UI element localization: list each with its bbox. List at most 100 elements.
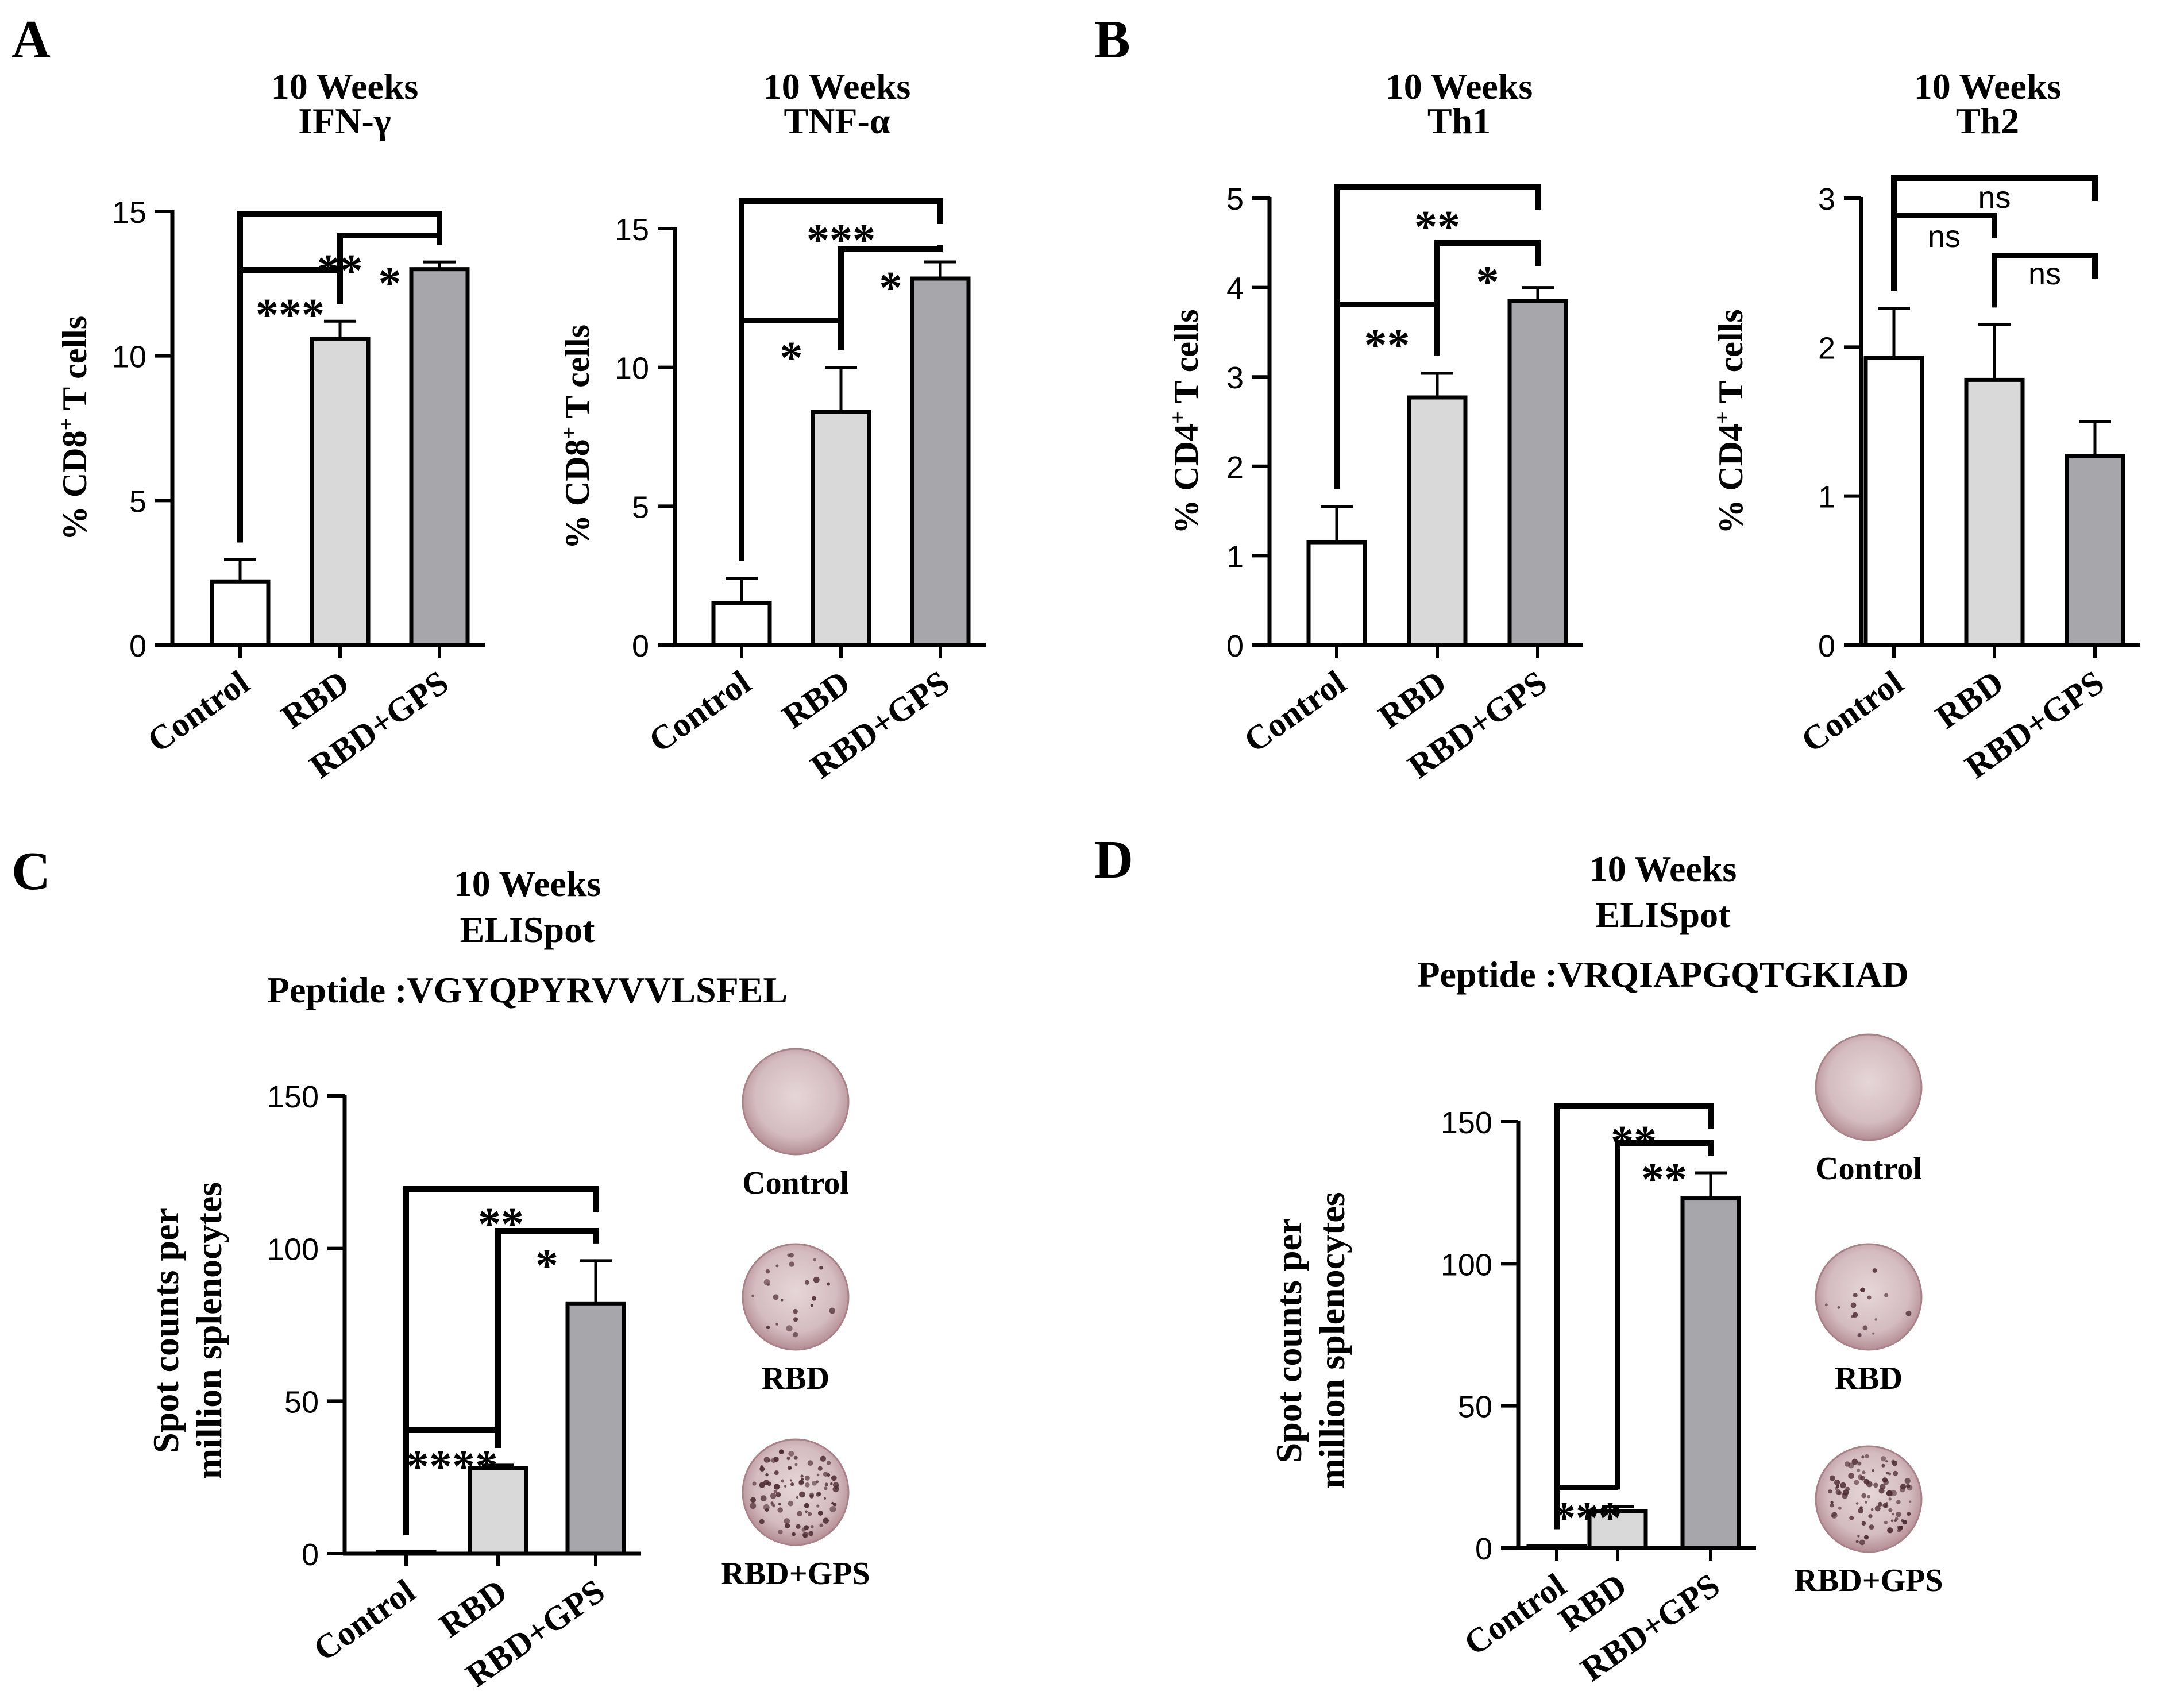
spot [750,1503,757,1509]
well-disc [1815,1445,1923,1553]
spot [1884,1293,1889,1297]
y-tick-label: 100 [1441,1248,1492,1282]
spot [1868,1513,1873,1519]
y-tick-label: 0 [1818,629,1835,663]
y-axis-label-tail: T cells [1167,309,1205,411]
y-axis-label-superscript: + [1711,411,1735,424]
spot [1872,1469,1875,1472]
elispot-well-control [742,1048,850,1156]
significance-bracket [1434,240,1541,356]
chart-title-line-1: 10 Weeks [454,863,601,904]
y-axis-label: % CD8+ T cells [557,325,596,549]
x-tick-label: Control [141,663,256,760]
spot [805,1510,808,1513]
spot [1861,1521,1866,1526]
chart-title-line-1: 10 Weeks [1589,848,1737,889]
spot [804,1280,810,1285]
spot [1892,1513,1894,1516]
spot [1851,1458,1858,1465]
x-tick-label: Control [642,663,758,760]
spot [1877,1501,1883,1507]
elispot-well-rbd [742,1243,850,1351]
significance-label: * [535,1241,558,1291]
spot [770,1493,777,1499]
y-axis-label: % CD8+ T cells [55,316,94,540]
spot [1883,1479,1889,1485]
bar-control [376,1550,437,1556]
spot [1857,1468,1861,1472]
x-tick-label: RBD [1929,663,2011,736]
spot [809,1492,815,1497]
spot [826,1461,831,1465]
y-axis-label-main: % CD4 [1712,424,1750,534]
bar-rbd [1407,395,1468,647]
significance-bracket [1891,175,2098,291]
spot [784,1485,787,1488]
chart-title-line-2: TNF-α [784,101,890,141]
spot [1845,1486,1850,1492]
spot [1830,1501,1834,1504]
spot [793,1455,798,1460]
significance-bracket [1334,184,1541,489]
spot [765,1473,769,1477]
significance-label: ** [1364,320,1410,371]
spot [784,1518,790,1524]
spot [816,1480,819,1484]
x-tick-label: RBD [275,663,356,736]
spot [1907,1485,1913,1491]
chart-title-line-2: Th2 [1956,101,2019,141]
spot [826,1282,831,1286]
spot [817,1511,823,1516]
spot [816,1473,820,1477]
spot [831,1475,837,1481]
spot [1893,1470,1899,1476]
y-tick-label: 10 [615,352,649,386]
spot [1840,1482,1846,1489]
spot [1909,1500,1912,1503]
spot [1837,1306,1840,1309]
spot [789,1466,792,1470]
y-tick-label: 1 [1226,539,1244,574]
y-tick-label: 150 [267,1080,319,1114]
spot [1862,1470,1866,1474]
panel-letter-C: C [11,841,51,901]
spot [775,1492,781,1497]
spot [1855,1502,1859,1505]
spot [763,1480,769,1485]
spot [792,1532,796,1536]
y-axis-label-superscript: + [1166,411,1190,424]
spot [760,1495,767,1501]
significance-label: ns [1978,180,2011,215]
spot [1888,1497,1892,1501]
spot [787,1253,791,1257]
spot [789,1261,794,1267]
significance-label: ** [1611,1117,1657,1168]
chart-D-5: 10 Weeks ELISpot Peptide :VRQIAPGQTGKIAD 0 5… [1268,848,1943,1689]
spot [1860,1476,1865,1481]
spot [1884,1520,1888,1524]
spot [771,1503,775,1507]
spot [829,1506,836,1513]
spot [1865,1500,1867,1504]
spot [1834,1486,1838,1490]
spot [796,1524,801,1529]
y-axis-label-tail: T cells [558,325,596,427]
spot [759,1482,765,1488]
y-axis-label-superscript: + [557,427,581,439]
spot [823,1497,827,1500]
panel-letters: A B C D [11,10,1133,901]
spot [1857,1333,1862,1338]
chart-title-line-2: ELISpot [1596,894,1731,935]
spot [789,1479,792,1482]
spot [1852,1312,1858,1318]
elispot-well-rbd [1815,1243,1923,1351]
spot [759,1466,765,1472]
y-tick-label: 5 [129,484,146,519]
spot [804,1482,810,1488]
significance-label: ** [1641,1154,1687,1205]
spot [804,1503,809,1508]
spot [768,1459,771,1462]
y-axis-label-main: % CD8 [56,430,94,540]
